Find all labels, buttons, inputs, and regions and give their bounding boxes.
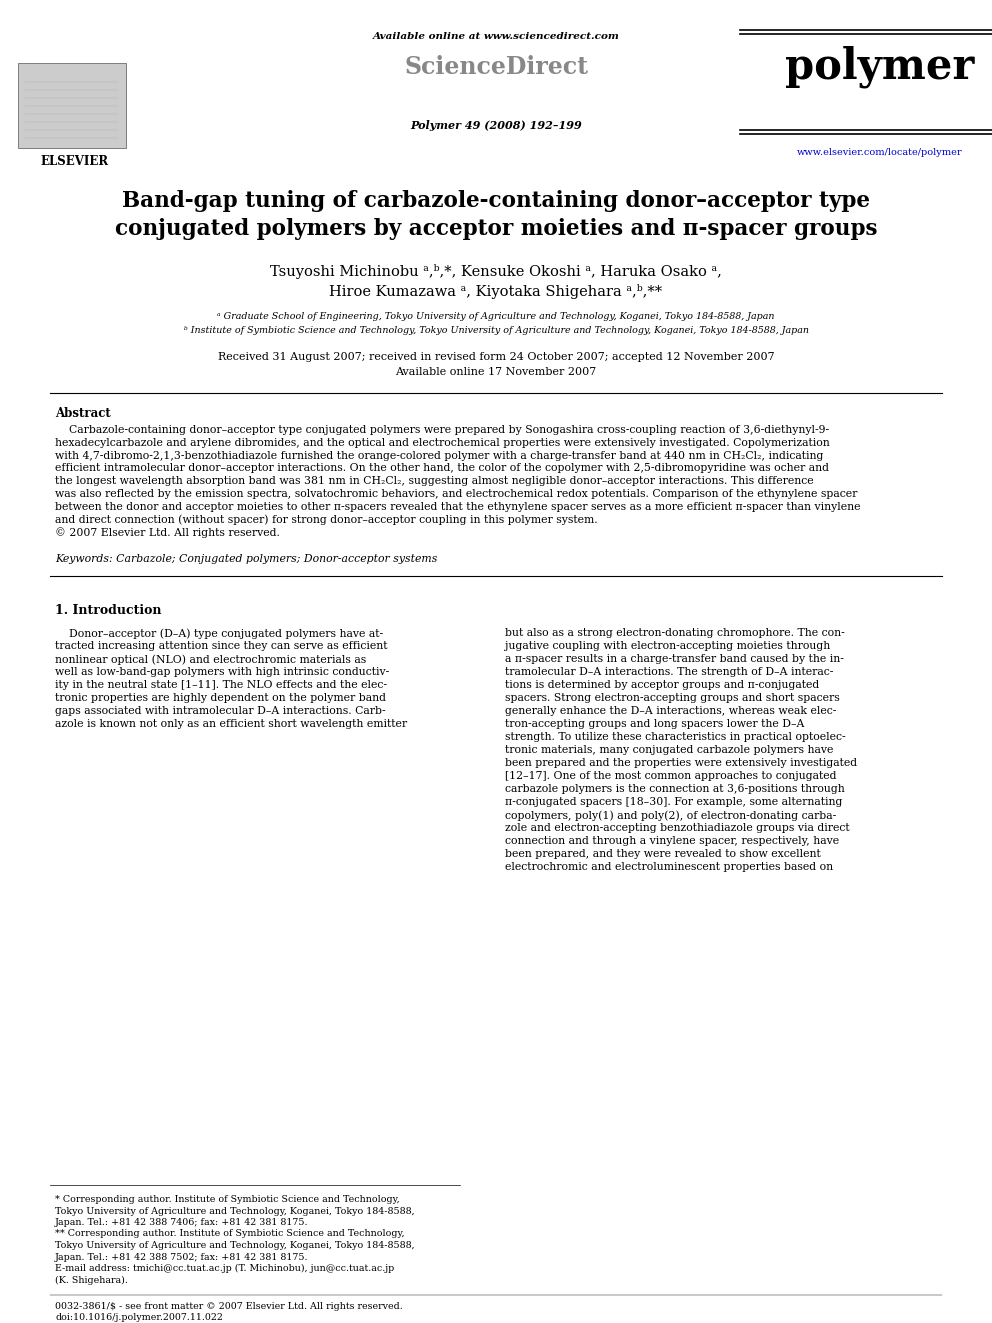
Text: strength. To utilize these characteristics in practical optoelec-: strength. To utilize these characteristi… [505, 732, 845, 742]
Text: zole and electron-accepting benzothiadiazole groups via direct: zole and electron-accepting benzothiadia… [505, 823, 849, 833]
Text: www.elsevier.com/locate/polymer: www.elsevier.com/locate/polymer [798, 148, 963, 157]
Text: E-mail address: tmichi@cc.tuat.ac.jp (T. Michinobu), jun@cc.tuat.ac.jp: E-mail address: tmichi@cc.tuat.ac.jp (T.… [55, 1263, 394, 1273]
Text: Carbazole-containing donor–acceptor type conjugated polymers were prepared by So: Carbazole-containing donor–acceptor type… [55, 425, 829, 435]
Text: ScienceDirect: ScienceDirect [404, 56, 588, 79]
Text: hexadecylcarbazole and arylene dibromides, and the optical and electrochemical p: hexadecylcarbazole and arylene dibromide… [55, 438, 829, 447]
Text: and direct connection (without spacer) for strong donor–acceptor coupling in thi: and direct connection (without spacer) f… [55, 515, 597, 525]
Text: but also as a strong electron-donating chromophore. The con-: but also as a strong electron-donating c… [505, 628, 845, 638]
Text: tramolecular D–A interactions. The strength of D–A interac-: tramolecular D–A interactions. The stren… [505, 667, 833, 677]
Text: 0032-3861/$ - see front matter © 2007 Elsevier Ltd. All rights reserved.: 0032-3861/$ - see front matter © 2007 El… [55, 1302, 403, 1311]
Text: * Corresponding author. Institute of Symbiotic Science and Technology,: * Corresponding author. Institute of Sym… [55, 1195, 400, 1204]
Text: Abstract: Abstract [55, 407, 111, 419]
Text: Donor–acceptor (D–A) type conjugated polymers have at-: Donor–acceptor (D–A) type conjugated pol… [55, 628, 383, 639]
Text: azole is known not only as an efficient short wavelength emitter: azole is known not only as an efficient … [55, 720, 407, 729]
Text: ELSEVIER: ELSEVIER [41, 155, 109, 168]
Text: 1. Introduction: 1. Introduction [55, 605, 162, 618]
Text: the longest wavelength absorption band was 381 nm in CH₂Cl₂, suggesting almost n: the longest wavelength absorption band w… [55, 476, 813, 486]
Text: tronic materials, many conjugated carbazole polymers have: tronic materials, many conjugated carbaz… [505, 745, 833, 755]
Text: jugative coupling with electron-accepting moieties through: jugative coupling with electron-acceptin… [505, 642, 830, 651]
Text: Tokyo University of Agriculture and Technology, Koganei, Tokyo 184-8588,: Tokyo University of Agriculture and Tech… [55, 1241, 415, 1250]
FancyBboxPatch shape [18, 64, 126, 148]
Text: been prepared, and they were revealed to show excellent: been prepared, and they were revealed to… [505, 849, 820, 859]
Text: ᵇ Institute of Symbiotic Science and Technology, Tokyo University of Agriculture: ᵇ Institute of Symbiotic Science and Tec… [184, 325, 808, 335]
Text: between the donor and acceptor moieties to other π-spacers revealed that the eth: between the donor and acceptor moieties … [55, 501, 860, 512]
Text: ity in the neutral state [1–11]. The NLO effects and the elec-: ity in the neutral state [1–11]. The NLO… [55, 680, 387, 691]
Text: (K. Shigehara).: (K. Shigehara). [55, 1275, 128, 1285]
Text: Keywords: Carbazole; Conjugated polymers; Donor-acceptor systems: Keywords: Carbazole; Conjugated polymers… [55, 554, 437, 564]
Text: copolymers, poly(1) and poly(2), of electron-donating carba-: copolymers, poly(1) and poly(2), of elec… [505, 810, 836, 820]
Text: Polymer 49 (2008) 192–199: Polymer 49 (2008) 192–199 [410, 120, 582, 131]
Text: Japan. Tel.: +81 42 388 7406; fax: +81 42 381 8175.: Japan. Tel.: +81 42 388 7406; fax: +81 4… [55, 1218, 309, 1226]
Text: been prepared and the properties were extensively investigated: been prepared and the properties were ex… [505, 758, 857, 769]
Text: Available online 17 November 2007: Available online 17 November 2007 [396, 366, 596, 377]
Text: Available online at www.sciencedirect.com: Available online at www.sciencedirect.co… [373, 32, 619, 41]
Text: ᵃ Graduate School of Engineering, Tokyo University of Agriculture and Technology: ᵃ Graduate School of Engineering, Tokyo … [217, 312, 775, 321]
Text: spacers. Strong electron-accepting groups and short spacers: spacers. Strong electron-accepting group… [505, 693, 840, 704]
Text: tracted increasing attention since they can serve as efficient: tracted increasing attention since they … [55, 642, 388, 651]
Text: Received 31 August 2007; received in revised form 24 October 2007; accepted 12 N: Received 31 August 2007; received in rev… [217, 352, 775, 363]
Text: [12–17]. One of the most common approaches to conjugated: [12–17]. One of the most common approach… [505, 771, 836, 781]
Text: was also reflected by the emission spectra, solvatochromic behaviors, and electr: was also reflected by the emission spect… [55, 490, 857, 499]
Text: electrochromic and electroluminescent properties based on: electrochromic and electroluminescent pr… [505, 863, 833, 872]
Text: © 2007 Elsevier Ltd. All rights reserved.: © 2007 Elsevier Ltd. All rights reserved… [55, 528, 280, 538]
Text: efficient intramolecular donor–acceptor interactions. On the other hand, the col: efficient intramolecular donor–acceptor … [55, 463, 829, 474]
Text: Japan. Tel.: +81 42 388 7502; fax: +81 42 381 8175.: Japan. Tel.: +81 42 388 7502; fax: +81 4… [55, 1253, 309, 1262]
Text: with 4,7-dibromo-2,1,3-benzothiadiazole furnished the orange-colored polymer wit: with 4,7-dibromo-2,1,3-benzothiadiazole … [55, 451, 823, 460]
Text: Tokyo University of Agriculture and Technology, Koganei, Tokyo 184-8588,: Tokyo University of Agriculture and Tech… [55, 1207, 415, 1216]
Text: polymer: polymer [786, 45, 975, 87]
Text: Band-gap tuning of carbazole-containing donor–acceptor type: Band-gap tuning of carbazole-containing … [122, 191, 870, 212]
Text: doi:10.1016/j.polymer.2007.11.022: doi:10.1016/j.polymer.2007.11.022 [55, 1312, 223, 1322]
Text: nonlinear optical (NLO) and electrochromic materials as: nonlinear optical (NLO) and electrochrom… [55, 654, 366, 664]
Text: ** Corresponding author. Institute of Symbiotic Science and Technology,: ** Corresponding author. Institute of Sy… [55, 1229, 405, 1238]
Text: a π-spacer results in a charge-transfer band caused by the in-: a π-spacer results in a charge-transfer … [505, 654, 844, 664]
Text: well as low-band-gap polymers with high intrinsic conductiv-: well as low-band-gap polymers with high … [55, 667, 389, 677]
Text: generally enhance the D–A interactions, whereas weak elec-: generally enhance the D–A interactions, … [505, 706, 836, 716]
Text: carbazole polymers is the connection at 3,6-positions through: carbazole polymers is the connection at … [505, 785, 845, 794]
Text: tions is determined by acceptor groups and π-conjugated: tions is determined by acceptor groups a… [505, 680, 819, 691]
Text: gaps associated with intramolecular D–A interactions. Carb-: gaps associated with intramolecular D–A … [55, 706, 386, 716]
Text: Tsuyoshi Michinobu ᵃ,ᵇ,*, Kensuke Okoshi ᵃ, Haruka Osako ᵃ,: Tsuyoshi Michinobu ᵃ,ᵇ,*, Kensuke Okoshi… [270, 265, 722, 279]
Text: π-conjugated spacers [18–30]. For example, some alternating: π-conjugated spacers [18–30]. For exampl… [505, 798, 842, 807]
Text: connection and through a vinylene spacer, respectively, have: connection and through a vinylene spacer… [505, 836, 839, 847]
Text: Hiroe Kumazawa ᵃ, Kiyotaka Shigehara ᵃ,ᵇ,**: Hiroe Kumazawa ᵃ, Kiyotaka Shigehara ᵃ,ᵇ… [329, 284, 663, 299]
Text: conjugated polymers by acceptor moieties and π-spacer groups: conjugated polymers by acceptor moieties… [115, 218, 877, 239]
Text: tronic properties are highly dependent on the polymer band: tronic properties are highly dependent o… [55, 693, 386, 704]
Text: tron-accepting groups and long spacers lower the D–A: tron-accepting groups and long spacers l… [505, 720, 805, 729]
